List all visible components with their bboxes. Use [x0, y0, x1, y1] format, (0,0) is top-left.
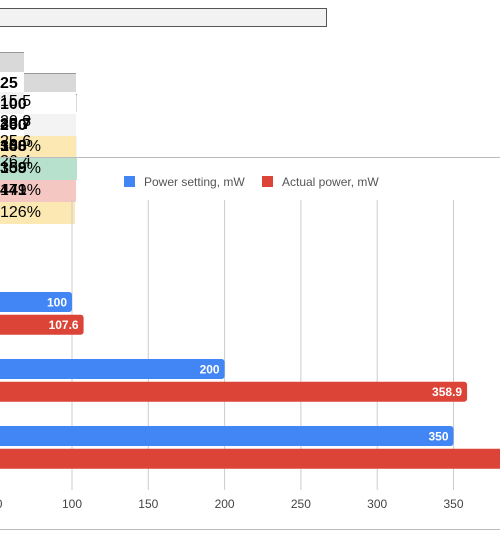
value-label: 200: [200, 363, 220, 377]
table: 2510020035015.520.325.626.435.7108359441…: [0, 52, 329, 224]
cell: 126%: [0, 202, 75, 224]
bar: [0, 359, 225, 379]
legend-label: Power setting, mW: [144, 175, 245, 189]
value-label: 107.6: [49, 318, 79, 332]
value-label: 358.9: [432, 385, 462, 399]
x-tick-label: 200: [215, 497, 235, 511]
legend-label: Actual power, mW: [282, 175, 379, 189]
cell: 15.5: [0, 92, 76, 112]
x-tick-label: 300: [367, 497, 387, 511]
cell: 35.7: [0, 114, 76, 136]
bar: [0, 292, 72, 312]
value-label: 100: [47, 296, 67, 310]
bar: [0, 426, 454, 446]
formula-bar[interactable]: [0, 8, 327, 27]
legend-swatch: [124, 176, 135, 187]
legend-swatch: [262, 176, 273, 187]
x-tick-label: 350: [443, 497, 463, 511]
value-label: 350: [428, 430, 448, 444]
x-tick-label: 100: [62, 497, 82, 511]
bar: [0, 381, 468, 402]
x-tick-label: 50: [0, 497, 3, 511]
x-tick-label: 250: [291, 497, 311, 511]
cell: 143%: [0, 136, 76, 158]
cell: 108%: [0, 158, 77, 180]
cell: 179%: [0, 180, 76, 202]
cell: [0, 52, 24, 73]
bar: [0, 314, 84, 335]
bar: [0, 448, 500, 469]
x-tick-label: 150: [138, 497, 158, 511]
